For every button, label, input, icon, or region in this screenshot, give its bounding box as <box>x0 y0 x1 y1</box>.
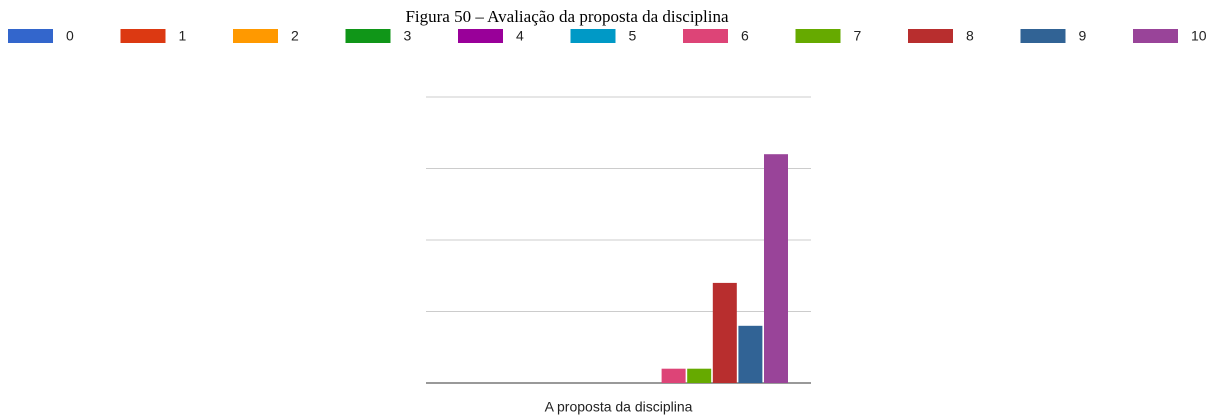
legend-swatch <box>683 29 728 43</box>
legend-label: 7 <box>854 28 862 44</box>
legend-swatch <box>1020 29 1066 43</box>
legend-swatch <box>908 29 953 43</box>
legend-swatch <box>570 29 616 43</box>
legend-label: 3 <box>404 28 412 44</box>
legend-swatch <box>233 29 278 43</box>
legend-label: 0 <box>66 28 74 44</box>
bar <box>687 368 712 383</box>
bar <box>764 154 788 383</box>
x-tick-label: A proposta da disciplina <box>545 399 693 415</box>
chart-title: Figura 50 – Avaliação da proposta da dis… <box>405 7 729 26</box>
legend-label: 8 <box>966 28 974 44</box>
legend-swatch <box>458 29 503 43</box>
legend-label: 1 <box>179 28 187 44</box>
bar <box>661 368 686 383</box>
legend-swatch <box>1133 29 1178 43</box>
bar <box>712 282 737 383</box>
legend-label: 9 <box>1079 28 1087 44</box>
legend-swatch <box>120 29 166 43</box>
legend-label: 4 <box>516 28 524 44</box>
legend-swatch <box>345 29 391 43</box>
legend-label: 10 <box>1191 28 1207 44</box>
legend-label: 5 <box>629 28 637 44</box>
bar <box>738 325 763 383</box>
legend-label: 2 <box>291 28 299 44</box>
legend-label: 6 <box>741 28 749 44</box>
legend-swatch <box>8 29 53 43</box>
legend-swatch <box>795 29 841 43</box>
